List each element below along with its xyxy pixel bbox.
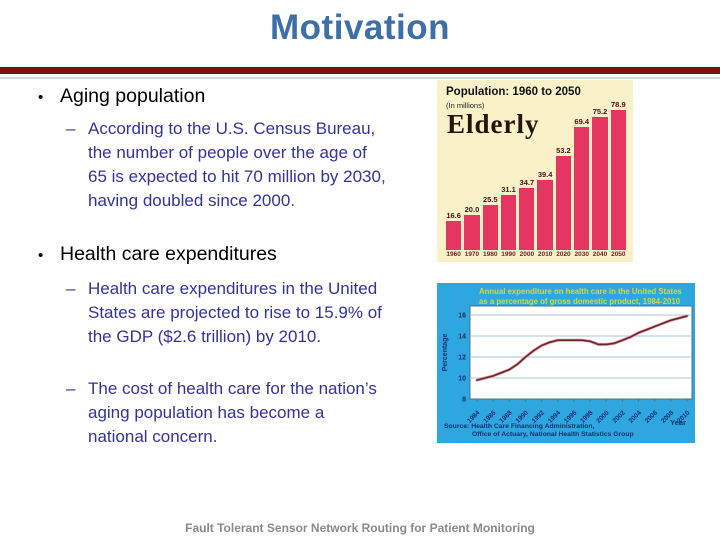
title-divider-shadow xyxy=(0,77,720,79)
bar xyxy=(500,195,517,250)
bar-value-label: 31.1 xyxy=(501,185,516,194)
subbullet-census: – According to the U.S. Census Bureau, t… xyxy=(66,117,388,213)
bar-column: 78.9 xyxy=(610,100,626,250)
bar-category-label: 2000 xyxy=(519,251,535,258)
bullet-marker: • xyxy=(38,247,44,264)
x-tick-label: 2006 xyxy=(644,409,660,425)
line-chart-source: Source: Health Care Financing Administra… xyxy=(444,423,634,440)
bar-value-label: 25.5 xyxy=(482,195,498,204)
bar-chart-annotation: Elderly xyxy=(447,109,540,139)
bar-column: 34.7 xyxy=(519,178,535,250)
bar-column: 69.4 xyxy=(574,117,590,250)
bar-column: 16.6 xyxy=(446,211,462,250)
bar xyxy=(610,110,626,250)
bar-value-label: 20.0 xyxy=(464,205,480,214)
plot-area xyxy=(469,305,693,400)
series-line xyxy=(476,315,688,381)
bar xyxy=(519,188,535,250)
y-axis-title: Percentage xyxy=(442,334,449,372)
bullet-label: Aging population xyxy=(60,85,206,107)
bar xyxy=(446,221,462,250)
line-chart-title-line1: Annual expenditure on health care in the… xyxy=(479,287,682,296)
bar xyxy=(537,180,553,250)
slide-footer: Fault Tolerant Sensor Network Routing fo… xyxy=(185,521,535,535)
dash-marker: – xyxy=(66,379,76,398)
bar-category-label: 2010 xyxy=(537,251,553,258)
subbullet-text: According to the U.S. Census Bureau, the… xyxy=(88,119,386,210)
dash-marker: – xyxy=(66,279,76,298)
bullet-marker: • xyxy=(38,89,44,106)
bar-value-label: 69.4 xyxy=(574,117,590,126)
bar-value-label: 34.7 xyxy=(519,178,535,187)
bar-column: 31.1 xyxy=(500,185,517,250)
bar xyxy=(482,205,498,250)
y-tick-label: 12 xyxy=(458,355,466,362)
line-chart-title: Annual expenditure on health care in the… xyxy=(479,287,684,306)
bar xyxy=(592,117,608,250)
bar-column: 20.0 xyxy=(464,205,480,250)
bar-category-label: 1960 xyxy=(446,251,461,258)
line-chart-source-line1: Source: Health Care Financing Administra… xyxy=(444,423,595,430)
bar-category-label: 1970 xyxy=(464,251,480,258)
y-tick-label: 10 xyxy=(458,376,466,383)
bar-column: 53.2 xyxy=(555,146,572,250)
subbullet-text: The cost of health care for the nation’s… xyxy=(88,379,377,446)
bar-category-label: 1990 xyxy=(501,251,516,258)
elderly-bar-chart: Population: 1960 to 2050 (In millions) E… xyxy=(437,80,633,262)
bar-value-label: 75.2 xyxy=(592,107,608,116)
bar-chart-title: Population: 1960 to 2050 xyxy=(446,86,581,98)
bar-categories: 1960 1970 1980 1990 2000 2010 2020 2030 2040 2050 xyxy=(446,251,626,261)
health-expenditure-line-chart: 8 10 12 14 16 1984 1986 1988 1990 1992 1994 1996 199… xyxy=(437,283,695,443)
line-chart-source-line2: Office of Actuary, National Health Stati… xyxy=(472,431,634,439)
y-tick-label: 14 xyxy=(458,334,466,341)
title-divider xyxy=(0,67,720,74)
bar-column: 25.5 xyxy=(482,195,498,250)
bar-value-label: 16.6 xyxy=(446,211,461,220)
bullet-health-care-expenditures: • Health care expenditures xyxy=(38,243,277,266)
y-tick-label: 8 xyxy=(462,397,466,404)
bar xyxy=(555,156,572,250)
bullet-aging-population: • Aging population xyxy=(38,85,205,108)
bar-chart-subtitle: (In millions) xyxy=(446,101,485,110)
line-chart-title-line2: as a percentage of gross domestic produc… xyxy=(479,296,681,306)
dash-marker: – xyxy=(66,119,76,138)
bullet-label: Health care expenditures xyxy=(60,243,277,265)
subbullet-text: Health care expenditures in the United S… xyxy=(88,279,382,346)
subbullet-national-concern: – The cost of health care for the nation… xyxy=(66,377,388,449)
bar-value-label: 78.9 xyxy=(611,100,626,109)
bar-category-label: 1980 xyxy=(483,251,498,258)
line-chart-x-axis-title: Year xyxy=(670,418,686,427)
bar-value-label: 53.2 xyxy=(556,146,571,155)
bar-category-label: 2030 xyxy=(574,251,589,258)
bar-column: 75.2 xyxy=(592,107,608,250)
bar-category-label: 2040 xyxy=(592,251,608,258)
bar xyxy=(574,127,590,250)
bar-category-label: 2020 xyxy=(556,251,571,258)
bar-series: 16.6 20.0 25.5 31.1 34.7 39.4 53.2 69.4 75.2 78.9 xyxy=(446,80,626,250)
page-title: Motivation xyxy=(270,8,450,47)
y-tick-label: 16 xyxy=(458,313,466,320)
bar-value-label: 39.4 xyxy=(537,170,553,179)
subbullet-gdp-projection: – Health care expenditures in the United… xyxy=(66,277,388,349)
bar-column: 39.4 xyxy=(537,170,553,250)
bar-category-label: 2050 xyxy=(611,251,626,258)
bar xyxy=(464,215,480,250)
